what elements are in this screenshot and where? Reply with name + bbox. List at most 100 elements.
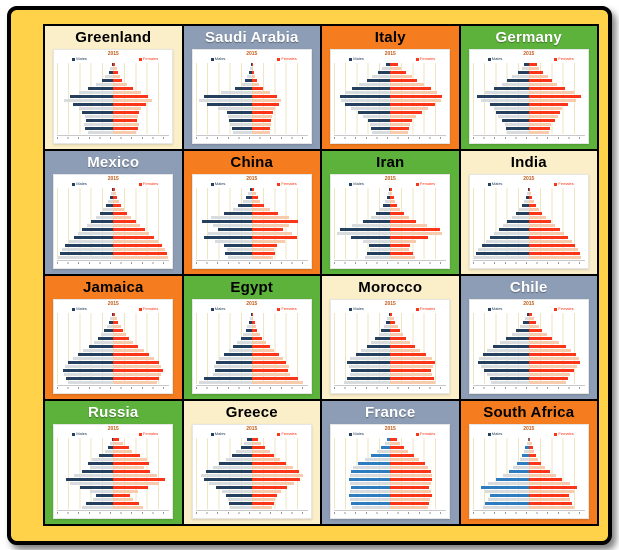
age-band-row <box>196 196 308 199</box>
male-bar <box>229 119 252 122</box>
male-bar <box>382 204 391 207</box>
age-band-row <box>196 462 308 465</box>
legend-females: Females <box>415 307 435 311</box>
age-band-row <box>57 188 169 191</box>
age-band-row <box>196 240 308 243</box>
male-bar <box>228 115 252 118</box>
female-bar <box>113 127 138 130</box>
male-bar <box>74 474 114 477</box>
female-bar <box>390 373 432 376</box>
male-bar <box>352 87 391 90</box>
female-bar <box>113 458 147 461</box>
female-bar <box>251 438 259 441</box>
female-bar <box>390 353 427 356</box>
country-cell-mexico: Mexico 2015 Males Females <box>45 151 182 274</box>
legend-males-swatch-icon <box>210 182 214 186</box>
female-bar <box>251 196 258 199</box>
female-bar <box>528 232 565 235</box>
legend-males-swatch-icon <box>72 57 76 61</box>
male-bar <box>353 466 391 469</box>
female-bar <box>528 377 568 380</box>
age-band-row <box>334 248 446 251</box>
male-bar <box>198 381 252 384</box>
age-band-row <box>473 248 585 251</box>
female-bar <box>113 470 150 473</box>
male-bar <box>204 377 252 380</box>
male-bar <box>111 313 114 316</box>
male-bar <box>351 236 391 239</box>
female-bar <box>251 99 281 102</box>
legend-males-label: Males <box>76 181 87 186</box>
age-band-row <box>473 208 585 211</box>
legend-females: Females <box>554 432 574 436</box>
female-bar <box>390 478 433 481</box>
female-bar <box>113 313 116 316</box>
legend-females-swatch-icon <box>277 307 281 311</box>
male-bar <box>219 357 252 360</box>
age-band-row <box>334 119 446 122</box>
age-band-row <box>334 63 446 66</box>
population-pyramid-chart: 2015 Males Females <box>53 299 174 394</box>
country-title: Greece <box>225 404 278 421</box>
population-pyramid-chart: 2015 Males Females <box>53 424 174 519</box>
male-bar <box>384 442 391 445</box>
x-axis-ticks <box>195 135 308 140</box>
male-bar <box>385 200 391 203</box>
male-bar <box>215 486 252 489</box>
age-band-row <box>196 248 308 251</box>
male-bar <box>98 454 114 457</box>
male-bar <box>82 111 114 114</box>
age-band-row <box>473 482 585 485</box>
male-bar <box>102 79 114 82</box>
female-bar <box>528 111 561 114</box>
age-band-row <box>196 232 308 235</box>
age-band-row <box>57 111 169 114</box>
x-axis-ticks <box>57 260 170 265</box>
female-bar <box>528 365 577 368</box>
age-band-row <box>196 349 308 352</box>
x-axis-ticks <box>57 385 170 390</box>
male-bar <box>481 486 529 489</box>
age-band-row <box>473 103 585 106</box>
country-cell-china: China 2015 Males Females <box>183 151 320 274</box>
age-band-row <box>57 337 169 340</box>
legend-females-label: Females <box>558 306 574 311</box>
population-pyramid-chart: 2015 Males Females <box>330 174 451 269</box>
age-band-row <box>196 220 308 223</box>
female-bar <box>390 103 436 106</box>
male-bar <box>211 216 252 219</box>
male-bar <box>351 502 391 505</box>
age-band-row <box>334 107 446 110</box>
age-band-row <box>334 353 446 356</box>
population-pyramid-chart: 2015 Males Females <box>191 49 312 144</box>
female-bar <box>113 123 139 126</box>
female-bar <box>390 200 396 203</box>
age-band-row <box>473 220 585 223</box>
male-bar <box>503 224 529 227</box>
male-bar <box>108 71 114 74</box>
female-bar <box>528 325 539 328</box>
female-bar <box>528 196 533 199</box>
male-bar <box>65 244 114 247</box>
female-bar <box>390 337 406 340</box>
female-bar <box>528 115 558 118</box>
age-band-row <box>334 466 446 469</box>
female-bar <box>528 244 576 247</box>
male-bar <box>220 91 252 94</box>
legend-females: Females <box>138 307 158 311</box>
male-bar <box>527 438 529 441</box>
x-axis-ticks <box>472 260 585 265</box>
age-band-row <box>57 91 169 94</box>
male-bar <box>366 79 391 82</box>
male-bar <box>494 232 529 235</box>
age-band-row <box>57 232 169 235</box>
male-bar <box>226 494 252 497</box>
age-band-row <box>334 333 446 336</box>
legend-males: Males <box>72 432 87 436</box>
female-bar <box>251 486 288 489</box>
male-bar <box>93 341 114 344</box>
female-bar <box>251 119 272 122</box>
age-band-row <box>473 212 585 215</box>
female-bar <box>390 228 440 231</box>
female-bar <box>251 232 293 235</box>
